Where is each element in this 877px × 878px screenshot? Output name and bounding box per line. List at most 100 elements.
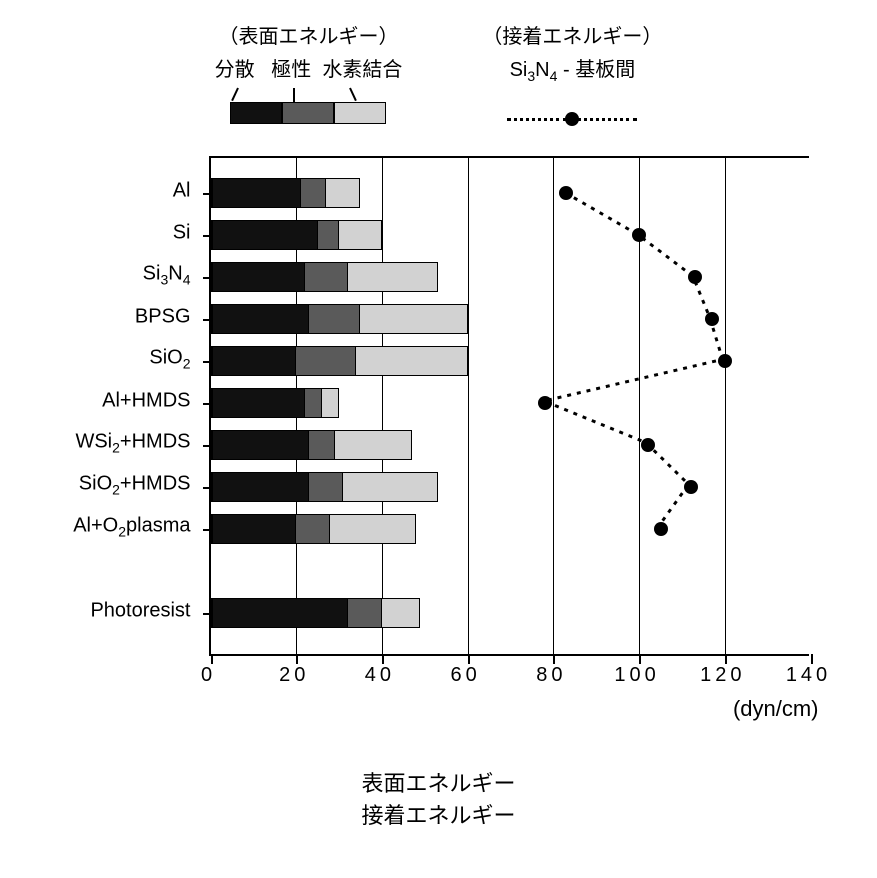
bar-row bbox=[211, 220, 382, 250]
bar-segment bbox=[211, 304, 310, 334]
legend-label-hbond: 水素結合 bbox=[322, 59, 402, 81]
adhesion-marker bbox=[718, 354, 732, 368]
y-category-label: SiO2+HMDS bbox=[79, 473, 191, 498]
legend-left-title: （表面エネルギー） bbox=[215, 20, 403, 49]
legend-connectors bbox=[215, 88, 403, 102]
y-category-label: Si3N4 bbox=[143, 263, 191, 288]
bar-row bbox=[211, 346, 468, 376]
adhesion-marker bbox=[684, 480, 698, 494]
bar-segment bbox=[343, 472, 437, 502]
y-axis-labels: AlSiSi3N4BPSGSiO2Al+HMDSWSi2+HMDSSiO2+HM… bbox=[29, 156, 199, 656]
x-tick-label: 100 bbox=[614, 664, 659, 687]
bar-segment bbox=[309, 304, 360, 334]
x-tick bbox=[468, 654, 470, 664]
bar-segment bbox=[339, 220, 382, 250]
x-tick bbox=[811, 654, 813, 664]
bar-segment bbox=[322, 388, 339, 418]
bar-row bbox=[211, 388, 340, 418]
y-category-label: Al+O2plasma bbox=[73, 515, 190, 540]
bar-segment bbox=[356, 346, 467, 376]
x-tick-label: 120 bbox=[700, 664, 745, 687]
legend-swatches bbox=[215, 102, 403, 124]
y-category-label: Al bbox=[173, 180, 191, 203]
x-tick-label: 0 bbox=[201, 664, 216, 687]
legend-label-dispersion: 分散 bbox=[215, 59, 255, 81]
x-tick bbox=[296, 654, 298, 664]
y-category-label: Photoresist bbox=[90, 600, 190, 623]
gridline bbox=[553, 158, 554, 654]
y-tick bbox=[203, 319, 211, 321]
y-tick bbox=[203, 235, 211, 237]
adhesion-marker bbox=[632, 228, 646, 242]
y-tick bbox=[203, 613, 211, 615]
gridline bbox=[468, 158, 469, 654]
x-axis-labels: 020406080100120140 bbox=[209, 664, 809, 694]
axis-title-line2: 接着エネルギー bbox=[29, 798, 849, 830]
x-tick bbox=[553, 654, 555, 664]
bar-segment bbox=[296, 514, 330, 544]
bar-segment bbox=[211, 514, 297, 544]
legend-line-sample bbox=[482, 112, 662, 126]
bar-segment bbox=[348, 262, 438, 292]
bar-segment bbox=[382, 598, 421, 628]
bar-segment bbox=[335, 430, 412, 460]
legend-right-title: （接着エネルギー） bbox=[482, 20, 662, 49]
bar-segment bbox=[296, 346, 356, 376]
y-tick bbox=[203, 277, 211, 279]
x-tick bbox=[382, 654, 384, 664]
bar-segment bbox=[360, 304, 467, 334]
y-category-label: BPSG bbox=[135, 306, 191, 329]
bar-segment bbox=[211, 472, 310, 502]
bar-row bbox=[211, 178, 361, 208]
axis-title-line1: 表面エネルギー bbox=[29, 766, 849, 798]
bar-segment bbox=[309, 472, 343, 502]
legend-adhesion-energy: （接着エネルギー） Si3N4 - 基板間 bbox=[482, 20, 662, 126]
gridline bbox=[725, 158, 726, 654]
bar-row bbox=[211, 598, 421, 628]
x-tick-label: 60 bbox=[451, 664, 481, 687]
bar-segment bbox=[305, 388, 322, 418]
x-tick bbox=[639, 654, 641, 664]
legend-surface-energy: （表面エネルギー） 分散 極性 水素結合 bbox=[215, 20, 403, 126]
bar-segment bbox=[211, 388, 305, 418]
adhesion-marker bbox=[641, 438, 655, 452]
y-category-label: WSi2+HMDS bbox=[75, 431, 190, 456]
bar-segment bbox=[211, 262, 305, 292]
plot-area bbox=[209, 156, 809, 656]
bar-segment bbox=[301, 178, 327, 208]
axis-unit: (dyn/cm) bbox=[733, 696, 819, 722]
bar-row bbox=[211, 304, 468, 334]
swatch-polar bbox=[282, 102, 334, 124]
legend-right-label: Si3N4 - 基板間 bbox=[482, 53, 662, 84]
bar-row bbox=[211, 262, 438, 292]
adhesion-marker bbox=[559, 186, 573, 200]
y-category-label: SiO2 bbox=[149, 347, 190, 372]
bar-row bbox=[211, 514, 417, 544]
bar-segment bbox=[330, 514, 416, 544]
swatch-hbond bbox=[334, 102, 386, 124]
legend-label-polar: 極性 bbox=[271, 59, 311, 81]
y-tick bbox=[203, 529, 211, 531]
bar-row bbox=[211, 472, 438, 502]
x-tick-label: 140 bbox=[786, 664, 831, 687]
y-tick bbox=[203, 445, 211, 447]
gridline bbox=[382, 158, 383, 654]
adhesion-marker bbox=[705, 312, 719, 326]
bar-segment bbox=[305, 262, 348, 292]
adhesion-marker bbox=[538, 396, 552, 410]
y-tick bbox=[203, 403, 211, 405]
adhesion-marker bbox=[654, 522, 668, 536]
y-tick bbox=[203, 487, 211, 489]
bar-segment bbox=[211, 178, 301, 208]
x-tick bbox=[211, 654, 213, 664]
y-category-label: Al+HMDS bbox=[102, 390, 190, 413]
bar-segment bbox=[309, 430, 335, 460]
bar-segment bbox=[348, 598, 382, 628]
x-tick-label: 80 bbox=[536, 664, 566, 687]
bar-segment bbox=[211, 598, 348, 628]
chart: AlSiSi3N4BPSGSiO2Al+HMDSWSi2+HMDSSiO2+HM… bbox=[29, 156, 849, 830]
adhesion-marker bbox=[688, 270, 702, 284]
x-tick-label: 20 bbox=[279, 664, 309, 687]
bar-segment bbox=[211, 430, 310, 460]
bar-row bbox=[211, 430, 412, 460]
